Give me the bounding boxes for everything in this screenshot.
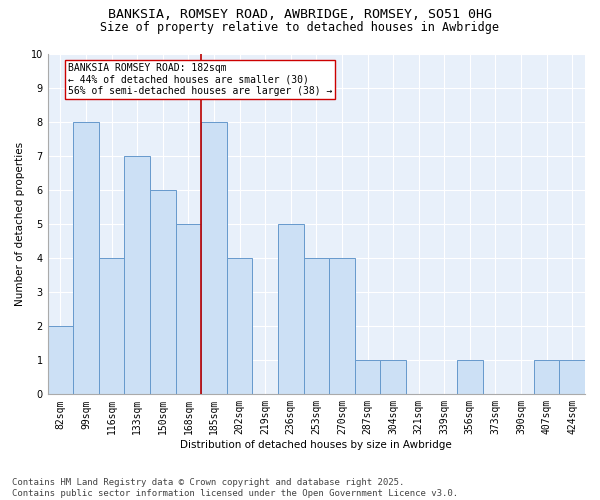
Bar	[534, 360, 559, 394]
Bar	[457, 360, 482, 394]
Bar	[124, 156, 150, 394]
Bar	[278, 224, 304, 394]
Bar	[304, 258, 329, 394]
Bar	[47, 326, 73, 394]
Bar	[329, 258, 355, 394]
Text: BANKSIA, ROMSEY ROAD, AWBRIDGE, ROMSEY, SO51 0HG: BANKSIA, ROMSEY ROAD, AWBRIDGE, ROMSEY, …	[108, 8, 492, 20]
Bar	[99, 258, 124, 394]
Bar	[176, 224, 201, 394]
Bar	[150, 190, 176, 394]
Y-axis label: Number of detached properties: Number of detached properties	[15, 142, 25, 306]
Text: BANKSIA ROMSEY ROAD: 182sqm
← 44% of detached houses are smaller (30)
56% of sem: BANKSIA ROMSEY ROAD: 182sqm ← 44% of det…	[68, 62, 332, 96]
Text: Contains HM Land Registry data © Crown copyright and database right 2025.
Contai: Contains HM Land Registry data © Crown c…	[12, 478, 458, 498]
Bar	[73, 122, 99, 394]
Bar	[559, 360, 585, 394]
Bar	[355, 360, 380, 394]
Bar	[380, 360, 406, 394]
X-axis label: Distribution of detached houses by size in Awbridge: Distribution of detached houses by size …	[181, 440, 452, 450]
Text: Size of property relative to detached houses in Awbridge: Size of property relative to detached ho…	[101, 21, 499, 34]
Bar	[227, 258, 253, 394]
Bar	[201, 122, 227, 394]
